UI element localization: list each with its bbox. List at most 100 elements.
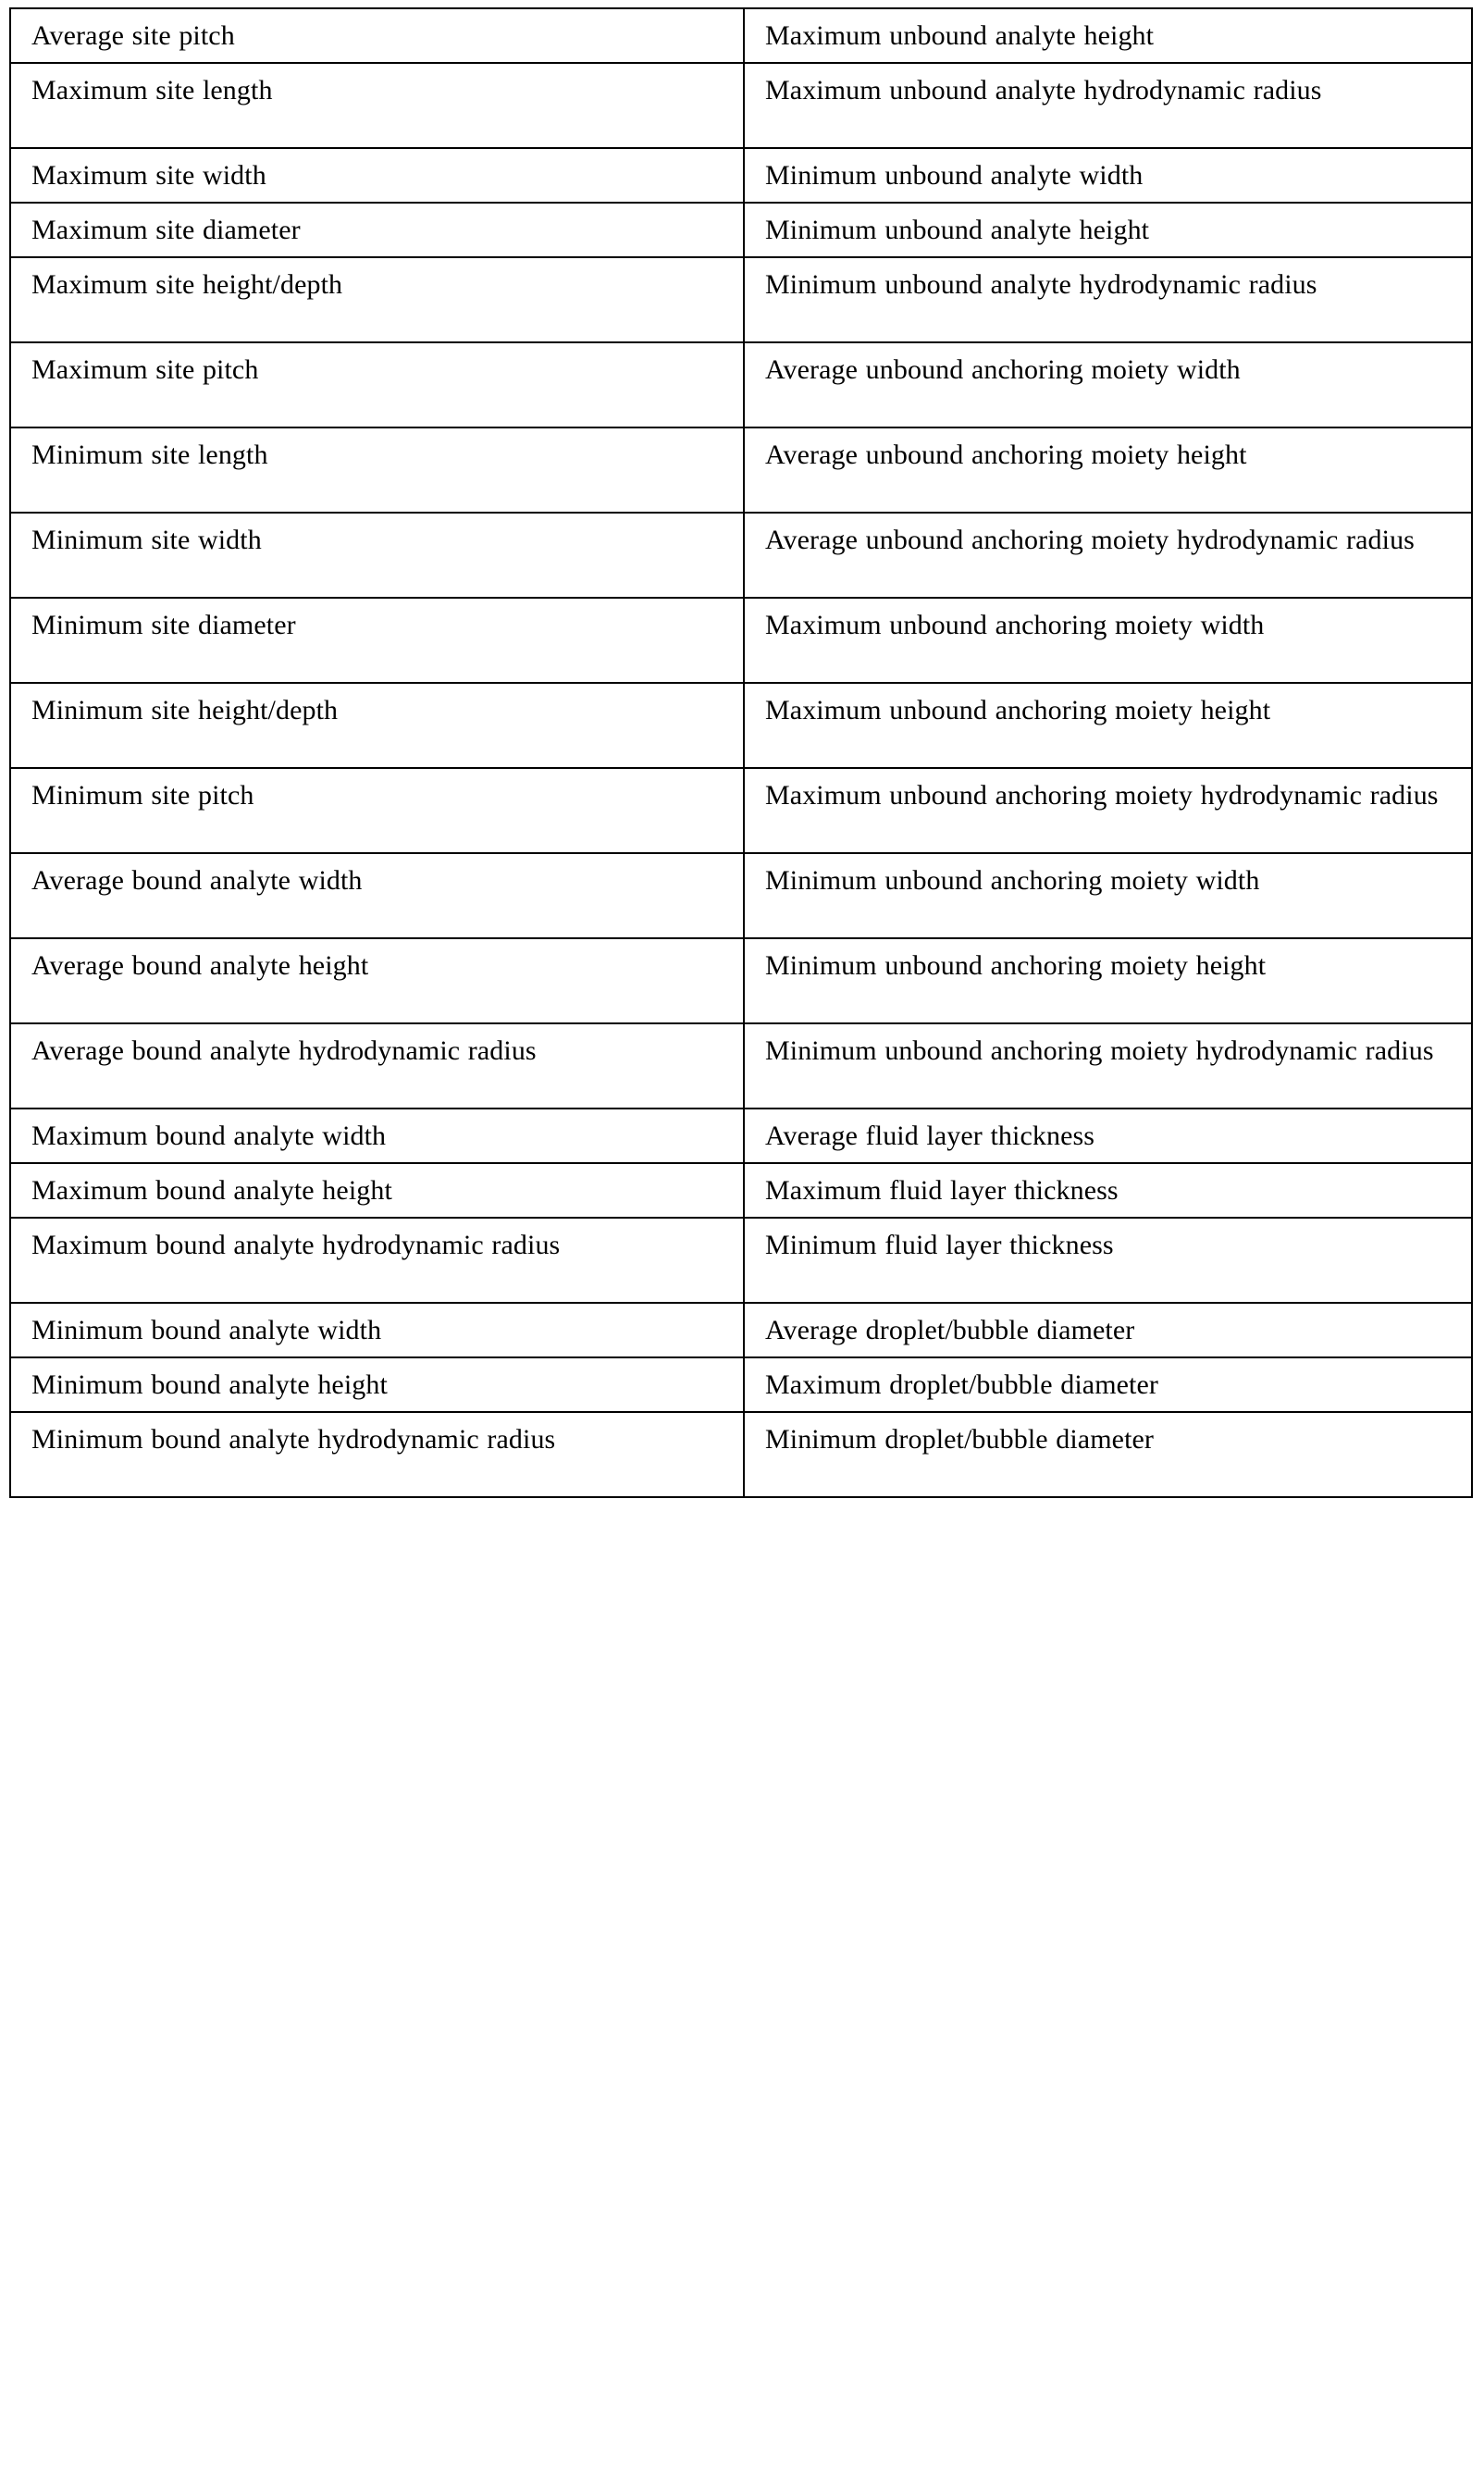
parameter-cell-right: Maximum unbound anchoring moiety width [744,598,1472,683]
parameter-label: Minimum unbound anchoring moiety width [765,860,1471,901]
parameter-cell-right: Minimum droplet/bubble diameter [744,1412,1472,1497]
table-row: Minimum bound analyte width Average dropl… [10,1303,1472,1357]
parameter-cell-left: Average bound analyte width [10,853,744,938]
parameter-cell-right: Minimum unbound anchoring moiety height [744,938,1472,1023]
parameter-cell-left: Maximum site length [10,63,744,148]
parameter-label: Minimum unbound anchoring moiety height [765,945,1471,986]
parameter-cell-left: Maximum site pitch [10,342,744,427]
table-row: Average bound analyte height Minimum unbo… [10,938,1472,1023]
parameter-cell-left: Minimum site width [10,513,744,598]
parameter-label: Maximum site width [31,155,743,196]
parameter-label: Maximum unbound anchoring moiety hydrody… [765,774,1471,816]
parameter-label: Average fluid layer thickness [765,1115,1471,1157]
table-row: Minimum bound analyte height Maximum drop… [10,1357,1472,1412]
parameter-cell-left: Average bound analyte height [10,938,744,1023]
parameter-label: Minimum unbound analyte hydrodynamic rad… [765,264,1471,305]
parameter-cell-right: Minimum unbound analyte hydrodynamic rad… [744,257,1472,342]
parameter-cell-left: Minimum site pitch [10,768,744,853]
table-row: Average site pitch Maximum unbound analyt… [10,8,1472,63]
table-row: Maximum bound analyte height Maximum flui… [10,1163,1472,1218]
parameter-cell-left: Minimum bound analyte hydrodynamic radiu… [10,1412,744,1497]
parameter-label: Minimum unbound analyte height [765,209,1471,251]
table-row: Minimum site width Average unbound anchor… [10,513,1472,598]
parameter-label: Average unbound anchoring moiety hydrody… [765,519,1471,561]
parameter-cell-left: Average bound analyte hydrodynamic radiu… [10,1023,744,1109]
parameter-label: Maximum site diameter [31,209,743,251]
table-body: Average site pitch Maximum unbound analyt… [10,8,1472,1497]
table-row: Minimum site height/depth Maximum unbound… [10,683,1472,768]
parameter-label: Minimum droplet/bubble diameter [765,1418,1471,1460]
parameter-label: Average unbound anchoring moiety height [765,434,1471,476]
parameter-cell-right: Maximum unbound anchoring moiety hydrody… [744,768,1472,853]
parameter-label: Maximum unbound anchoring moiety width [765,604,1471,646]
table-row: Maximum site diameter Minimum unbound ana… [10,203,1472,257]
measurement-parameters-table: Average site pitch Maximum unbound analyt… [9,7,1473,1498]
parameter-cell-right: Minimum fluid layer thickness [744,1218,1472,1303]
parameter-cell-right: Maximum droplet/bubble diameter [744,1357,1472,1412]
parameter-label: Maximum bound analyte height [31,1170,743,1211]
parameter-cell-left: Average site pitch [10,8,744,63]
parameter-label: Maximum unbound analyte height [765,15,1471,56]
table-row: Maximum site width Minimum unbound analyt… [10,148,1472,203]
parameter-label: Average unbound anchoring moiety width [765,349,1471,390]
parameter-cell-right: Average fluid layer thickness [744,1109,1472,1163]
parameter-cell-right: Maximum unbound analyte height [744,8,1472,63]
table-row: Minimum site pitch Maximum unbound anchor… [10,768,1472,853]
parameter-label: Minimum fluid layer thickness [765,1224,1471,1266]
parameter-cell-left: Minimum bound analyte width [10,1303,744,1357]
table-row: Maximum site height/depth Minimum unbound… [10,257,1472,342]
parameter-cell-left: Maximum bound analyte hydrodynamic radiu… [10,1218,744,1303]
parameter-cell-right: Average unbound anchoring moiety hydrody… [744,513,1472,598]
parameter-label: Maximum unbound anchoring moiety height [765,689,1471,731]
table-row: Maximum site length Maximum unbound analy… [10,63,1472,148]
parameter-label: Average bound analyte hydrodynamic radiu… [31,1030,743,1071]
parameter-cell-left: Maximum bound analyte height [10,1163,744,1218]
document-page: Average site pitch Maximum unbound analyt… [0,0,1484,2465]
parameter-label: Average bound analyte height [31,945,743,986]
parameter-cell-right: Minimum unbound analyte width [744,148,1472,203]
parameter-label: Maximum site pitch [31,349,743,390]
parameter-label: Minimum bound analyte height [31,1364,743,1406]
table-row: Average bound analyte width Minimum unbou… [10,853,1472,938]
parameter-label: Minimum unbound anchoring moiety hydrody… [765,1030,1471,1071]
parameter-label: Minimum site height/depth [31,689,743,731]
parameter-cell-right: Maximum fluid layer thickness [744,1163,1472,1218]
parameter-cell-left: Minimum site length [10,427,744,513]
table-row: Maximum bound analyte hydrodynamic radiu… [10,1218,1472,1303]
parameter-cell-right: Average unbound anchoring moiety width [744,342,1472,427]
parameter-cell-left: Maximum site diameter [10,203,744,257]
parameter-label: Average droplet/bubble diameter [765,1309,1471,1351]
parameter-label: Maximum fluid layer thickness [765,1170,1471,1211]
parameter-cell-right: Minimum unbound analyte height [744,203,1472,257]
parameter-label: Minimum site diameter [31,604,743,646]
parameter-label: Minimum site length [31,434,743,476]
parameter-label: Maximum site length [31,69,743,111]
parameter-label: Minimum bound analyte width [31,1309,743,1351]
parameter-cell-left: Maximum bound analyte width [10,1109,744,1163]
parameter-cell-right: Minimum unbound anchoring moiety width [744,853,1472,938]
parameter-cell-right: Minimum unbound anchoring moiety hydrody… [744,1023,1472,1109]
parameter-cell-left: Minimum bound analyte height [10,1357,744,1412]
table-row: Minimum site length Average unbound ancho… [10,427,1472,513]
parameter-label: Maximum unbound analyte hydrodynamic rad… [765,69,1471,111]
parameter-label: Average site pitch [31,15,743,56]
parameter-cell-right: Maximum unbound analyte hydrodynamic rad… [744,63,1472,148]
parameter-label: Minimum site pitch [31,774,743,816]
parameter-label: Minimum bound analyte hydrodynamic radiu… [31,1418,743,1460]
table-row: Maximum bound analyte width Average fluid… [10,1109,1472,1163]
parameter-label: Maximum bound analyte width [31,1115,743,1157]
table-row: Maximum site pitch Average unbound anchor… [10,342,1472,427]
parameter-cell-right: Maximum unbound anchoring moiety height [744,683,1472,768]
parameter-cell-left: Maximum site height/depth [10,257,744,342]
parameter-cell-right: Average droplet/bubble diameter [744,1303,1472,1357]
parameter-label: Minimum unbound analyte width [765,155,1471,196]
parameter-label: Average bound analyte width [31,860,743,901]
parameter-label: Maximum site height/depth [31,264,743,305]
parameter-cell-left: Minimum site height/depth [10,683,744,768]
table-row: Minimum bound analyte hydrodynamic radiu… [10,1412,1472,1497]
parameter-cell-left: Minimum site diameter [10,598,744,683]
parameter-cell-left: Maximum site width [10,148,744,203]
parameter-label: Maximum droplet/bubble diameter [765,1364,1471,1406]
parameter-label: Maximum bound analyte hydrodynamic radiu… [31,1224,743,1266]
table-row: Average bound analyte hydrodynamic radiu… [10,1023,1472,1109]
